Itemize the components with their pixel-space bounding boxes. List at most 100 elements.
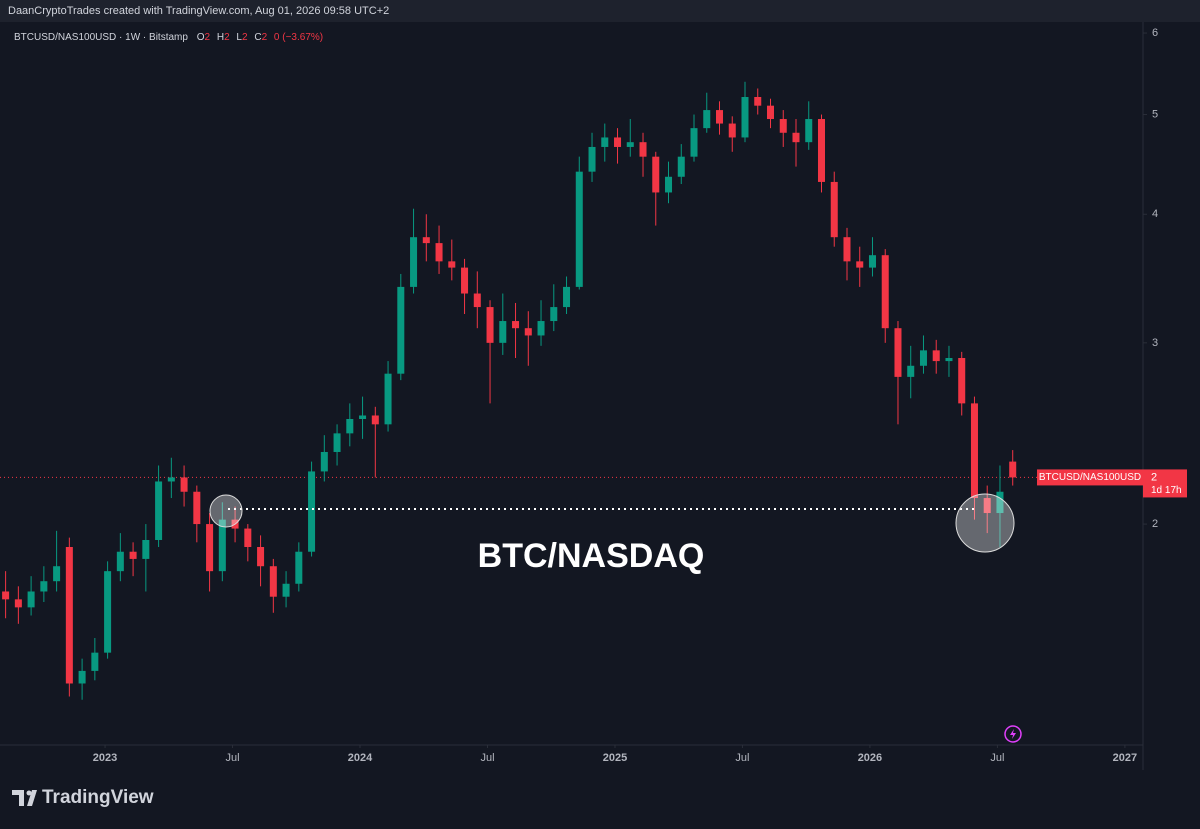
x-tick-label: 2023 xyxy=(93,752,117,764)
candle-body xyxy=(868,255,876,268)
x-tick-label: Jul xyxy=(480,752,494,764)
candle-body xyxy=(792,132,800,143)
candle-body xyxy=(371,415,379,425)
event-bolt xyxy=(1010,729,1016,739)
candle-body xyxy=(741,96,749,138)
candle-body xyxy=(665,176,673,193)
candle-body xyxy=(91,652,99,671)
candle-body xyxy=(996,491,1004,514)
symbol: BTCUSD/NAS100USD · 1W · Bitstamp xyxy=(14,32,188,43)
candle-body xyxy=(703,110,711,129)
candle-body xyxy=(945,357,953,362)
legend-header: BTCUSD/NAS100USD · 1W · Bitstamp O2 H2 L… xyxy=(14,32,323,43)
candle-body xyxy=(346,419,354,434)
candle-body xyxy=(881,255,889,329)
candle-body xyxy=(142,539,150,559)
candle-body xyxy=(65,546,73,684)
candle-body xyxy=(932,350,940,362)
candle-body xyxy=(677,156,685,177)
candle-body xyxy=(422,237,430,244)
high-label: H xyxy=(217,32,224,43)
plot-area xyxy=(0,81,1143,700)
candle-body xyxy=(537,321,545,336)
candle-body xyxy=(308,471,316,552)
candle-body xyxy=(499,321,507,343)
candle-body xyxy=(384,373,392,425)
candle-body xyxy=(919,350,927,366)
last-price-name-box xyxy=(1037,469,1143,486)
highlight-circle xyxy=(955,493,1015,553)
candle-body xyxy=(550,307,558,322)
candle-body xyxy=(2,591,10,600)
tv-logo: TradingView xyxy=(12,787,154,808)
candle-body xyxy=(167,477,175,482)
logo-dot xyxy=(26,790,32,796)
candle-body xyxy=(320,451,328,472)
candle-body xyxy=(486,307,494,343)
candle-body xyxy=(563,286,571,308)
low-label: L xyxy=(236,32,242,43)
candle-body xyxy=(410,237,418,287)
annotation: BTC/NASDAQ xyxy=(478,537,705,575)
candle-body xyxy=(257,546,265,567)
candle-body xyxy=(728,123,736,138)
y-tick-label: 2 xyxy=(1152,518,1158,530)
x-tick-label: 2026 xyxy=(858,752,882,764)
candle-body xyxy=(193,491,201,525)
candle-body xyxy=(1009,461,1017,478)
x-tick-label: Jul xyxy=(225,752,239,764)
candle-body xyxy=(817,119,825,182)
candle-body xyxy=(78,670,86,684)
candle-body xyxy=(512,321,520,329)
candle-body xyxy=(626,142,634,147)
candle-body xyxy=(333,433,341,452)
candle-body xyxy=(766,105,775,120)
candle-body xyxy=(269,566,277,597)
x-tick-label: Jul xyxy=(735,752,749,764)
footer xyxy=(0,770,1200,824)
candle-body xyxy=(958,357,966,404)
event-icon xyxy=(1004,725,1022,743)
candle-body xyxy=(155,481,163,540)
candle-body xyxy=(779,119,787,133)
candle-body xyxy=(805,119,813,143)
candle-body xyxy=(282,583,290,597)
candle-body xyxy=(435,243,443,262)
candle-body xyxy=(754,96,762,106)
open-value: 2 xyxy=(205,32,211,43)
change: 0 (−3.67%) xyxy=(274,32,323,43)
last-price-name: BTCUSD/NAS100USD xyxy=(1039,472,1141,483)
candle-body xyxy=(448,261,456,268)
x-tick-label: 2025 xyxy=(603,752,627,764)
candle-body xyxy=(53,566,61,582)
candle-body xyxy=(970,403,978,499)
logo-text: TradingView xyxy=(42,787,154,808)
candle-body xyxy=(907,365,915,377)
candle-body xyxy=(652,156,660,193)
candle-body xyxy=(690,128,698,157)
top-bar xyxy=(0,0,1200,22)
y-tick-label: 4 xyxy=(1152,208,1158,220)
candle-body xyxy=(843,237,851,262)
candle-body xyxy=(359,415,367,420)
candle-body xyxy=(14,599,22,608)
y-tick-label: 3 xyxy=(1152,337,1158,349)
candle-body xyxy=(856,261,864,268)
candle-body xyxy=(830,181,838,238)
candle-body xyxy=(206,524,214,572)
low-value: 2 xyxy=(242,32,248,43)
last-price-box xyxy=(1143,469,1187,498)
candle-body xyxy=(716,110,724,124)
candle-body xyxy=(614,137,622,147)
close-value: 2 xyxy=(262,32,268,43)
highlight-circle xyxy=(209,494,243,528)
candle-body xyxy=(461,267,469,294)
y-tick-label: 6 xyxy=(1152,27,1158,39)
candle-body xyxy=(129,551,137,559)
x-tick-label: 2027 xyxy=(1113,752,1137,764)
candle-body xyxy=(588,146,596,172)
high-value: 2 xyxy=(224,32,230,43)
countdown: 1d 17h xyxy=(1151,485,1182,496)
